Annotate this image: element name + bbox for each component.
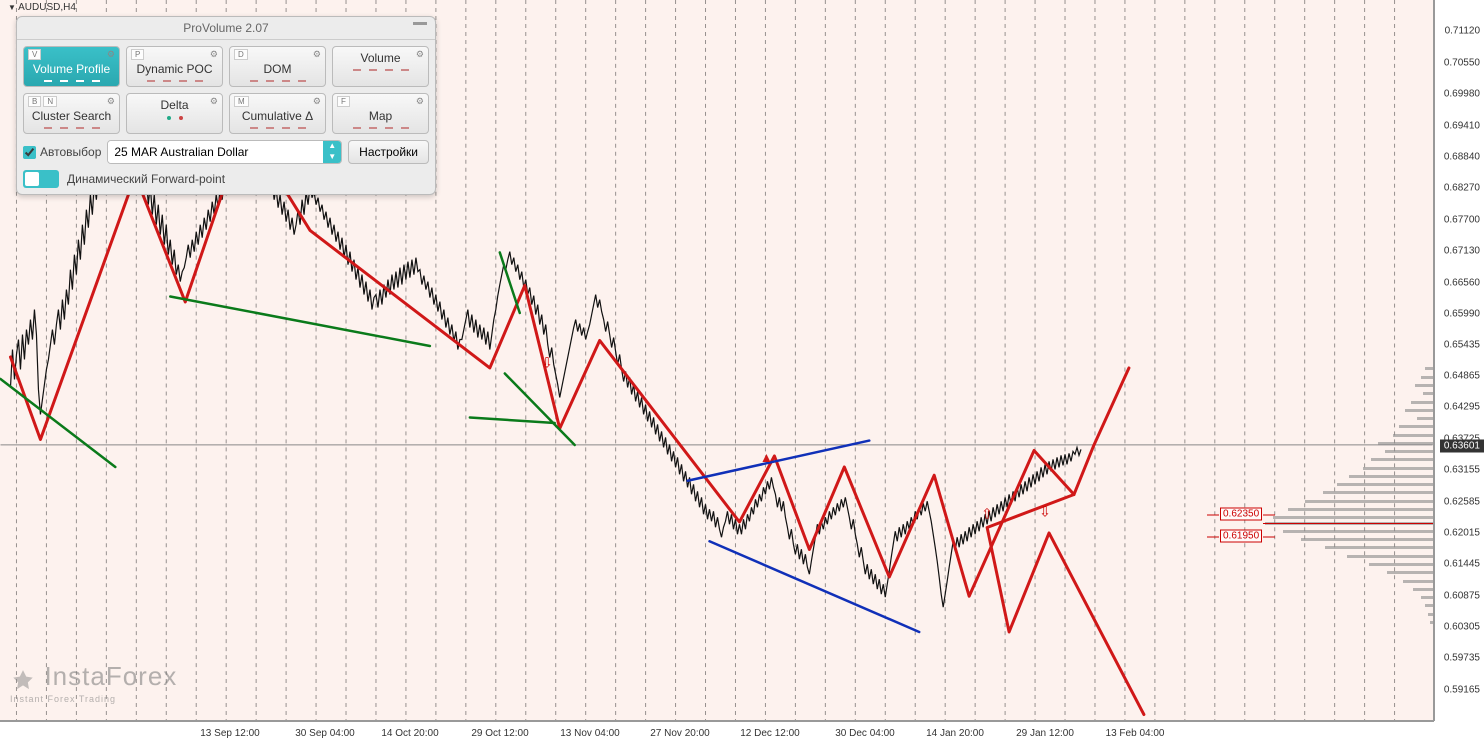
price-marker: 0.61950 [1220,530,1262,543]
panel-button-label: DOM [234,62,321,78]
y-axis-label: 0.67700 [1444,214,1480,225]
y-axis-label: 0.66560 [1444,277,1480,288]
instrument-input[interactable] [108,141,323,163]
panel-row-3: Автовыбор ▲▼ Настройки [23,140,429,164]
gear-icon[interactable]: ⚙ [107,49,115,60]
x-axis-label: 13 Sep 12:00 [200,728,260,739]
x-axis-label: 12 Dec 12:00 [740,728,800,739]
x-axis: 13 Sep 12:00 30 Sep 04:00 14 Oct 20:00 29 O… [0,721,1434,741]
watermark-icon [10,668,36,694]
watermark: InstaForex Instant Forex Trading [10,661,177,704]
y-axis-label: 0.63155 [1444,465,1480,476]
y-axis-label: 0.69410 [1444,120,1480,131]
y-axis-label: 0.68270 [1444,183,1480,194]
panel-row-4: Динамический Forward-point [23,170,429,188]
arrow-down-icon: ⇩ [541,354,553,371]
panel-button-dom[interactable]: D⚙DOM [229,46,326,87]
arrow-up-icon: ⇧ [981,506,993,523]
auto-checkbox[interactable]: Автовыбор [23,145,101,159]
x-axis-label: 14 Oct 20:00 [381,728,438,739]
gear-icon[interactable]: ⚙ [210,96,218,107]
x-axis-label: 29 Oct 12:00 [471,728,528,739]
minimize-button[interactable] [413,22,427,25]
y-axis-label: 0.60305 [1444,622,1480,633]
panel-button-dynamic-poc[interactable]: P⚙Dynamic POC [126,46,223,87]
y-axis-label: 0.70550 [1444,57,1480,68]
volume-profile [1263,0,1433,720]
gear-icon[interactable]: ⚙ [416,96,424,107]
y-axis-label: 0.67130 [1444,246,1480,257]
panel-title-text: ProVolume 2.07 [183,21,268,35]
panel-row-1: V⚙Volume ProfileP⚙Dynamic POCD⚙DOM⚙Volum… [23,46,429,87]
panel-button-label: Volume [337,51,424,67]
panel-row-2: BN⚙Cluster Search⚙DeltaM⚙Cumulative ΔF⚙M… [23,93,429,134]
settings-button[interactable]: Настройки [348,140,429,164]
panel-button-cluster-search[interactable]: BN⚙Cluster Search [23,93,120,134]
x-axis-label: 13 Nov 04:00 [560,728,620,739]
forward-label: Динамический Forward-point [67,172,225,186]
y-axis-label: 0.68840 [1444,151,1480,162]
y-axis-label: 0.60875 [1444,590,1480,601]
gear-icon[interactable]: ⚙ [210,49,218,60]
ticker-label: AUDUSD,H4 [8,2,76,13]
price-marker: 0.62350 [1220,508,1262,521]
y-axis-current: 0.63601 [1440,439,1484,452]
panel-button-delta[interactable]: ⚙Delta [126,93,223,134]
gear-icon[interactable]: ⚙ [313,49,321,60]
gear-icon[interactable]: ⚙ [107,96,115,107]
y-axis-label: 0.65435 [1444,339,1480,350]
y-axis-label: 0.62015 [1444,527,1480,538]
panel-button-label: Dynamic POC [131,62,218,78]
x-axis-label: 30 Sep 04:00 [295,728,355,739]
watermark-tagline: Instant Forex Trading [10,694,177,704]
panel-button-label: Cumulative Δ [234,109,321,125]
instrument-spinner[interactable]: ▲▼ [323,141,341,163]
gear-icon[interactable]: ⚙ [313,96,321,107]
x-axis-label: 27 Nov 20:00 [650,728,710,739]
x-axis-label: 14 Jan 20:00 [926,728,984,739]
y-axis-label: 0.61445 [1444,559,1480,570]
panel-button-label: Map [337,109,424,125]
panel-title: ProVolume 2.07 [17,17,435,40]
auto-checkbox-label: Автовыбор [40,145,101,159]
x-axis-label: 30 Dec 04:00 [835,728,895,739]
root: AUDUSD,H4 0.62350 0.61950 ⇩ ⇧ ⇩ InstaForex … [0,0,1484,741]
x-axis-label: 13 Feb 04:00 [1106,728,1165,739]
y-axis: 0.71120 0.70550 0.69980 0.69410 0.68840 0.682… [1434,0,1484,721]
panel-button-label: Cluster Search [28,109,115,125]
spin-down-icon[interactable]: ▼ [323,152,341,163]
y-axis-label: 0.69980 [1444,89,1480,100]
instrument-select[interactable]: ▲▼ [107,140,342,164]
watermark-brand: InstaForex [44,661,177,691]
panel-button-volume-profile[interactable]: V⚙Volume Profile [23,46,120,87]
y-axis-label: 0.62585 [1444,496,1480,507]
spin-up-icon[interactable]: ▲ [323,141,341,152]
panel-button-volume[interactable]: ⚙Volume [332,46,429,87]
y-axis-label: 0.65990 [1444,308,1480,319]
y-axis-label: 0.64295 [1444,402,1480,413]
gear-icon[interactable]: ⚙ [416,49,424,60]
provolume-panel[interactable]: ProVolume 2.07 V⚙Volume ProfileP⚙Dynamic… [16,16,436,195]
panel-button-map[interactable]: F⚙Map [332,93,429,134]
auto-checkbox-input[interactable] [23,146,36,159]
y-axis-label: 0.71120 [1445,26,1480,37]
forward-toggle[interactable] [23,170,59,188]
panel-button-label: Volume Profile [28,62,115,78]
panel-button-label: Delta [131,98,218,114]
y-axis-label: 0.59735 [1444,653,1480,664]
y-axis-label: 0.59165 [1444,684,1480,695]
x-axis-label: 29 Jan 12:00 [1016,728,1074,739]
y-axis-label: 0.64865 [1444,370,1480,381]
panel-body: V⚙Volume ProfileP⚙Dynamic POCD⚙DOM⚙Volum… [17,40,435,194]
panel-button-cumulative-[interactable]: M⚙Cumulative Δ [229,93,326,134]
arrow-down-icon: ⇩ [1039,503,1051,520]
